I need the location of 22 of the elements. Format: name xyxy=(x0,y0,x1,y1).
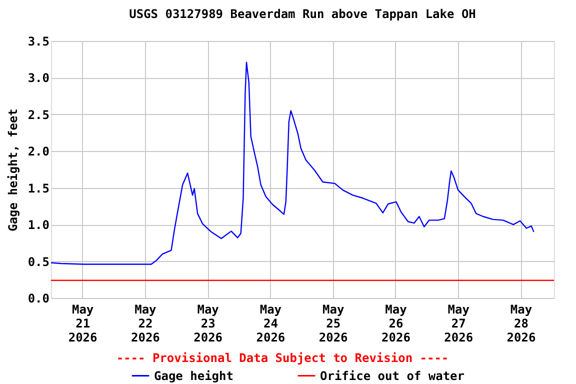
y-axis-title: Gage height, feet xyxy=(6,108,20,232)
y-tick-label: 2.0 xyxy=(28,144,50,159)
legend-label: Orifice out of water xyxy=(320,368,464,383)
y-tick-label: 3.5 xyxy=(28,34,50,48)
x-tick-label: May 27 2026 xyxy=(444,302,474,344)
x-tick-label: May 23 2026 xyxy=(194,302,223,344)
y-tick-label: 1.0 xyxy=(28,218,50,232)
y-tick-label: 3.0 xyxy=(28,71,50,86)
x-tick-label: May 24 2026 xyxy=(256,302,286,344)
y-tick-label: 1.5 xyxy=(28,181,50,196)
x-tick-label: May 21 2026 xyxy=(68,302,98,344)
line-series xyxy=(50,62,534,265)
y-tick-label: 0.5 xyxy=(28,254,50,269)
y-tick-label: 2.5 xyxy=(28,108,50,122)
x-tick-label: May 25 2026 xyxy=(318,302,348,344)
x-tick-label: May 28 2026 xyxy=(506,302,536,344)
x-tick-label: May 26 2026 xyxy=(382,302,410,344)
text: ---- Provisional Data Subject to Revision ---- xyxy=(116,351,449,365)
legend-label: Gage height xyxy=(154,368,234,383)
y-tick-label: 0.0 xyxy=(28,292,50,306)
chart-title: USGS 03127989 Beaverdam Run above Tappan Lake OH xyxy=(129,7,476,21)
x-tick-label: May 22 2026 xyxy=(130,302,160,344)
